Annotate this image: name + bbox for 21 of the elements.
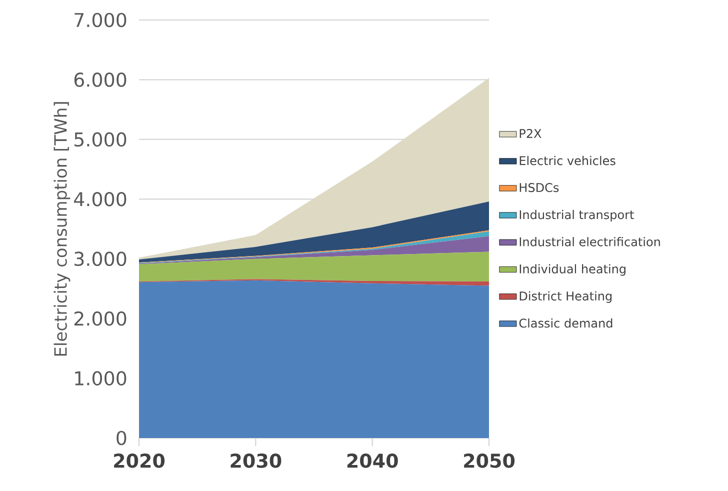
legend-label: Electric vehicles <box>520 156 616 166</box>
x-tick-label: 2050 <box>464 454 515 468</box>
legend-label: Individual heating <box>520 264 626 276</box>
legend-label: HSDCs <box>520 183 559 192</box>
legend-label: Industrial electrification <box>520 237 660 246</box>
y-tick-label: 2.000 <box>74 311 126 326</box>
x-tick-label: 2030 <box>230 454 282 468</box>
legend-label: P2X <box>520 128 542 138</box>
legend-label: Industrial transport <box>520 210 634 222</box>
y-tick-label: 6.000 <box>74 72 126 87</box>
y-axis-title: Electricity consumption [TWh] <box>54 102 70 356</box>
y-tick-label: 7.000 <box>74 12 126 28</box>
legend-label: District Heating <box>520 291 612 303</box>
y-tick-label: 0 <box>116 430 126 446</box>
x-tick-label: 2020 <box>114 454 165 468</box>
y-tick-label: 1.000 <box>75 371 126 386</box>
legend-label: Classic demand <box>519 318 612 328</box>
y-tick-label: 3.000 <box>74 252 126 266</box>
y-tick-label: 4.000 <box>74 192 126 206</box>
y-tick-label: 5.000 <box>74 132 126 147</box>
x-tick-label: 2040 <box>347 454 398 468</box>
